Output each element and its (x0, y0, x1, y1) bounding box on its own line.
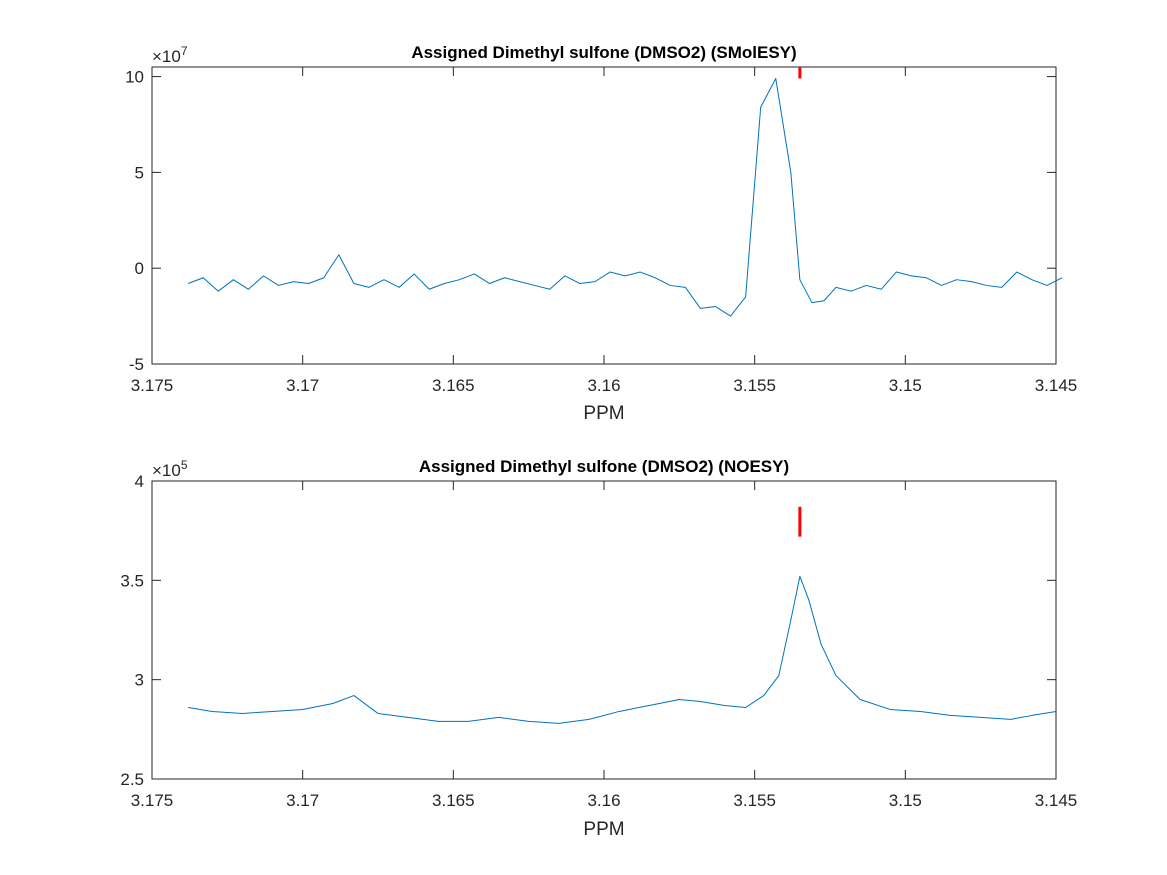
smolesy-x-axis-label: PPM (583, 403, 624, 424)
noesy-y-tick-label: 4 (135, 472, 144, 491)
noesy-x-tick-label: 3.15 (889, 791, 922, 810)
smolesy-spectrum-line (187, 78, 1063, 317)
noesy-y-tick-label: 3 (135, 671, 144, 690)
noesy-panel: Assigned Dimethyl sulfone (DMSO2) (NOESY… (120, 457, 1077, 840)
smolesy-y-tick-label: 0 (135, 259, 144, 278)
noesy-plot-area (188, 506, 1057, 724)
smolesy-x-tick-label: 3.17 (286, 376, 319, 395)
smolesy-x-tick-label: 3.145 (1035, 376, 1078, 395)
noesy-ticks: 3.175 3.17 3.165 3.16 3.155 3.15 3.145 2.5 3 3.5 4 (120, 472, 1077, 810)
smolesy-panel: Assigned Dimethyl sulfone (DMSO2) (SMolE… (125, 43, 1077, 424)
smolesy-y-tick-label: 5 (135, 163, 144, 182)
smolesy-x-tick-label: 3.155 (733, 376, 776, 395)
smolesy-y-tick-label: 10 (125, 68, 144, 87)
noesy-x-axis-label: PPM (583, 819, 624, 840)
noesy-y-tick-label: 3.5 (120, 571, 144, 590)
noesy-x-tick-label: 3.145 (1035, 791, 1078, 810)
smolesy-y-exponent: ×107 (152, 44, 188, 66)
noesy-title: Assigned Dimethyl sulfone (DMSO2) (NOESY… (419, 457, 789, 476)
noesy-spectrum-line (188, 575, 1057, 724)
noesy-x-tick-label: 3.17 (286, 791, 319, 810)
smolesy-ticks: 3.175 3.17 3.165 3.16 3.155 3.15 3.145 -5 0 5 10 (125, 67, 1077, 395)
smolesy-plot-area (187, 67, 1063, 317)
noesy-x-tick-label: 3.175 (131, 791, 174, 810)
smolesy-y-tick-label: -5 (129, 355, 144, 374)
noesy-y-exponent: ×105 (152, 458, 188, 480)
smolesy-x-tick-label: 3.165 (432, 376, 475, 395)
noesy-x-tick-label: 3.165 (432, 791, 475, 810)
smolesy-x-tick-label: 3.15 (889, 376, 922, 395)
smolesy-x-tick-label: 3.16 (587, 376, 620, 395)
smolesy-x-tick-label: 3.175 (131, 376, 174, 395)
noesy-x-tick-label: 3.155 (733, 791, 776, 810)
smolesy-axes-box (151, 66, 1057, 365)
noesy-x-tick-label: 3.16 (587, 791, 620, 810)
noesy-axes-box (151, 480, 1057, 780)
noesy-y-tick-label: 2.5 (120, 770, 144, 789)
smolesy-title: Assigned Dimethyl sulfone (DMSO2) (SMolE… (411, 43, 796, 62)
